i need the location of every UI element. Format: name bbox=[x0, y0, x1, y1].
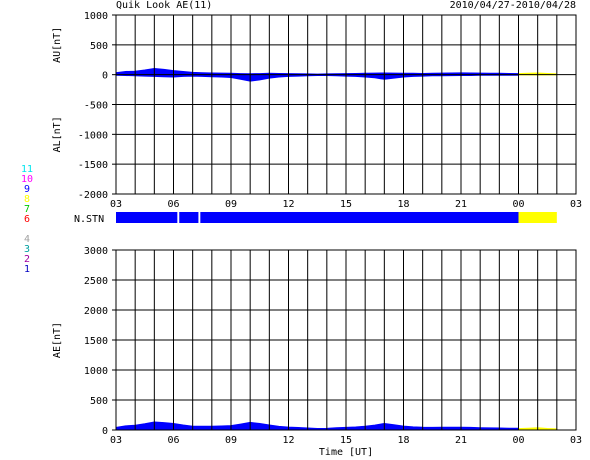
au-axis-label: AU[nT] bbox=[52, 27, 63, 63]
legend-item: 11 bbox=[20, 164, 34, 175]
series-al bbox=[115, 74, 519, 82]
plot-title: Quik Look AE(11) bbox=[116, 0, 213, 11]
x-tick-label: 18 bbox=[397, 435, 409, 446]
nstn-segment bbox=[179, 212, 199, 223]
series-ae bbox=[115, 421, 519, 431]
y-tick-label: 0 bbox=[102, 71, 108, 82]
y-tick-label: 500 bbox=[90, 396, 108, 407]
y-tick-label: 1000 bbox=[84, 366, 108, 377]
legend-item: 6 bbox=[23, 214, 31, 225]
x-tick-label: 15 bbox=[340, 435, 352, 446]
y-tick-label: 1000 bbox=[84, 11, 108, 22]
y-tick-label: 2500 bbox=[84, 276, 108, 287]
y-tick-label: 2000 bbox=[84, 306, 108, 317]
y-tick-label: 1500 bbox=[84, 336, 108, 347]
legend-item: 3 bbox=[23, 244, 31, 255]
y-tick-label: -2000 bbox=[78, 190, 108, 201]
x-tick-label: 00 bbox=[512, 435, 524, 446]
plot-frame bbox=[115, 249, 577, 431]
legend-item: 2 bbox=[23, 254, 31, 265]
legend-item: 4 bbox=[23, 234, 31, 245]
x-tick-label: 03 bbox=[570, 199, 582, 210]
y-tick-label: -1500 bbox=[78, 160, 108, 171]
y-tick-label: 500 bbox=[90, 41, 108, 52]
x-tick-label: 06 bbox=[167, 435, 179, 446]
x-tick-label: 15 bbox=[340, 199, 352, 210]
legend-item: 8 bbox=[23, 194, 31, 205]
x-tick-label: 03 bbox=[110, 199, 122, 210]
x-tick-label: 21 bbox=[455, 435, 467, 446]
legend-item: 1 bbox=[23, 264, 31, 275]
ae-axis-label: AE[nT] bbox=[52, 322, 63, 358]
nstn-label: N.STN bbox=[74, 214, 104, 225]
x-tick-label: 00 bbox=[512, 199, 524, 210]
date-range: 2010/04/27-2010/04/28 bbox=[449, 0, 576, 11]
series-au bbox=[115, 67, 519, 76]
x-tick-label: 03 bbox=[570, 435, 582, 446]
y-tick-label: -500 bbox=[84, 101, 108, 112]
x-tick-label: 06 bbox=[167, 199, 179, 210]
x-tick-label: 21 bbox=[455, 199, 467, 210]
legend-item: 10 bbox=[20, 174, 34, 185]
x-tick-label: 03 bbox=[110, 435, 122, 446]
y-tick-label: -1000 bbox=[78, 130, 108, 141]
x-tick-label: 12 bbox=[282, 199, 294, 210]
x-tick-label: 12 bbox=[282, 435, 294, 446]
al-axis-label: AL[nT] bbox=[52, 116, 63, 152]
legend-item: 7 bbox=[23, 204, 31, 215]
legend-item: 9 bbox=[23, 184, 31, 195]
x-axis-label: Time [UT] bbox=[319, 447, 373, 458]
plot-frame bbox=[115, 14, 577, 195]
legend-item: 5 bbox=[23, 224, 31, 235]
x-tick-label: 09 bbox=[225, 199, 237, 210]
nstn-segment bbox=[200, 212, 519, 223]
nstn-segment bbox=[116, 212, 178, 223]
nstn-segment bbox=[518, 212, 557, 223]
nstn-panel: N.STN bbox=[74, 212, 557, 225]
y-tick-label: 3000 bbox=[84, 246, 108, 257]
y-tick-label: 0 bbox=[102, 426, 108, 437]
x-tick-label: 18 bbox=[397, 199, 409, 210]
x-tick-label: 09 bbox=[225, 435, 237, 446]
